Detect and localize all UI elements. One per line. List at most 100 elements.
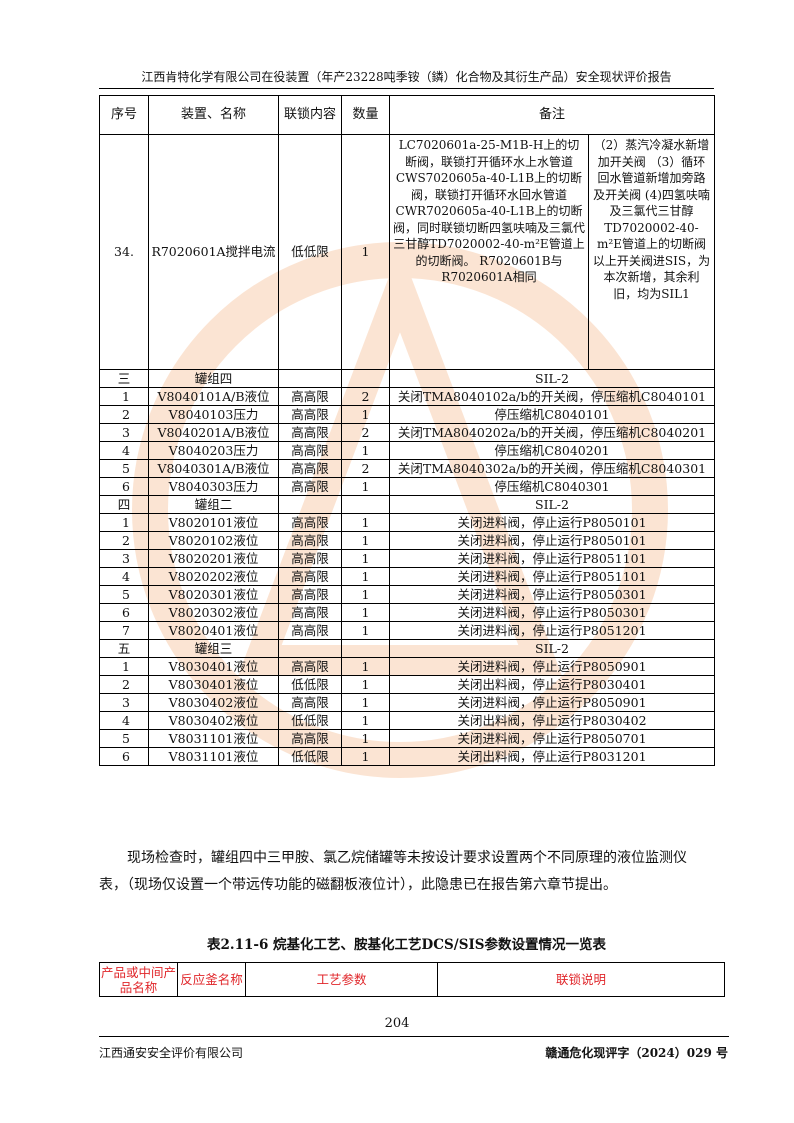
note-cell: 关闭进料阀，停止运行P8050901 (389, 657, 715, 676)
table-row: 1 V8030401液位 高高限 1 关闭进料阀，停止运行P8050901 (99, 657, 715, 676)
seq-cell: 3 (99, 693, 149, 712)
table-row: 5 V8020301液位 高高限 1 关闭进料阀，停止运行P8050301 (99, 585, 715, 604)
qty-cell: 2 (341, 459, 390, 478)
table-row: 7 V8020401液位 高高限 1 关闭进料阀，停止运行P8051201 (99, 621, 715, 640)
table-row: 4 V8030402液位 低低限 1 关闭出料阀，停止运行P8030402 (99, 711, 715, 730)
params-table: 产品或中间产品名称 反应釜名称 工艺参数 联锁说明 (99, 962, 725, 997)
col-header: 备注 (389, 95, 715, 135)
device-cell: V8020401液位 (148, 621, 279, 640)
note-cell: 停压缩机C8040301 (389, 477, 715, 496)
qty-cell: 1 (341, 405, 390, 424)
device-cell: R7020601A搅拌电流 (148, 134, 279, 370)
table-row: 4 V8020202液位 高高限 1 关闭进料阀，停止运行P8051101 (99, 567, 715, 586)
group-row: 四 罐组二 SIL-2 (99, 495, 715, 514)
col-header: 反应釜名称 (177, 962, 246, 997)
seq-cell: 6 (99, 747, 149, 766)
seq-cell: 34. (99, 134, 149, 370)
col-header: 产品或中间产品名称 (99, 962, 178, 997)
content-cell: 高高限 (278, 729, 342, 748)
table-row: 5 V8040301A/B液位 高高限 2 关闭TMA8040302a/b的开关… (99, 459, 715, 478)
seq-cell: 1 (99, 387, 149, 406)
interlock-table: 序号 装置、名称 联锁内容 数量 备注 34. R7020601A搅拌电流 低低限 1 … (99, 95, 715, 766)
note-cell: 关闭TMA8040102a/b的开关阀，停压缩机C8040101 (389, 387, 715, 406)
content-cell: 高高限 (278, 603, 342, 622)
page-header: 江西肯特化学有限公司在役装置（年产23228吨季铵（鏻）化合物及其衍生产品）安全… (141, 70, 672, 84)
note-cell: 关闭进料阀，停止运行P8050101 (389, 531, 715, 550)
note-cell: 关闭进料阀，停止运行P8051101 (389, 567, 715, 586)
table-row: 2 V8030401液位 低低限 1 关闭出料阀，停止运行P8030401 (99, 675, 715, 694)
note-cell: 关闭出料阀，停止运行P8031201 (389, 747, 715, 766)
note-cell: 关闭进料阀，停止运行P8050101 (389, 513, 715, 532)
note-cell: 关闭出料阀，停止运行P8030401 (389, 675, 715, 694)
device-cell: V8030402液位 (148, 711, 279, 730)
note-cell: 停压缩机C8040101 (389, 405, 715, 424)
note-cell: 关闭进料阀，停止运行P8051201 (389, 621, 715, 640)
content-cell: 低低限 (278, 675, 342, 694)
seq-cell: 4 (99, 441, 149, 460)
device-cell: V8040203压力 (148, 441, 279, 460)
table-row: 3 V8040201A/B液位 高高限 2 关闭TMA8040202a/b的开关… (99, 423, 715, 442)
device-cell: V8040103压力 (148, 405, 279, 424)
col-header: 装置、名称 (148, 95, 279, 135)
content-cell: 高高限 (278, 423, 342, 442)
col-header: 数量 (341, 95, 390, 135)
group-name: 罐组四 (148, 369, 279, 388)
qty-cell: 1 (341, 531, 390, 550)
qty-cell: 1 (341, 747, 390, 766)
seq-cell: 1 (99, 513, 149, 532)
group-seq: 四 (99, 495, 149, 514)
device-cell: V8020202液位 (148, 567, 279, 586)
seq-cell: 3 (99, 549, 149, 568)
note-cell: 关闭TMA8040202a/b的开关阀，停压缩机C8040201 (389, 423, 715, 442)
content-cell: 高高限 (278, 693, 342, 712)
seq-cell: 2 (99, 675, 149, 694)
content-cell: 低低限 (278, 711, 342, 730)
device-cell: V8030402液位 (148, 693, 279, 712)
qty-cell: 1 (341, 657, 390, 676)
qty-cell: 1 (341, 477, 390, 496)
device-cell: V8020102液位 (148, 531, 279, 550)
device-cell: V8040301A/B液位 (148, 459, 279, 478)
content-cell: 高高限 (278, 477, 342, 496)
qty-cell: 1 (341, 621, 390, 640)
content-cell: 高高限 (278, 387, 342, 406)
group-seq: 五 (99, 639, 149, 658)
seq-cell: 5 (99, 729, 149, 748)
qty-cell: 1 (341, 675, 390, 694)
table-caption: 表2.11-6 烷基化工艺、胺基化工艺DCS/SIS参数设置情况一览表 (206, 937, 607, 953)
content-cell: 高高限 (278, 459, 342, 478)
qty-cell: 1 (341, 134, 390, 370)
group-seq: 三 (99, 369, 149, 388)
content-cell: 高高限 (278, 405, 342, 424)
qty-cell: 1 (341, 513, 390, 532)
qty-cell: 1 (341, 585, 390, 604)
qty-cell: 1 (341, 549, 390, 568)
content-cell: 高高限 (278, 657, 342, 676)
device-cell: V8020302液位 (148, 603, 279, 622)
note-cell: 关闭进料阀，停止运行P8050301 (389, 585, 715, 604)
table-row: 1 V8020101液位 高高限 1 关闭进料阀，停止运行P8050101 (99, 513, 715, 532)
seq-cell: 6 (99, 603, 149, 622)
qty-cell: 1 (341, 441, 390, 460)
note-cell: LC7020601a-25-M1B-H上的切断阀，联锁打开循环水上水管道CWS7… (390, 135, 589, 369)
note-cell: 关闭TMA8040302a/b的开关阀，停压缩机C8040301 (389, 459, 715, 478)
group-row: 五 罐组三 SIL-2 (99, 639, 715, 658)
note-cell: 关闭进料阀，停止运行P8051101 (389, 549, 715, 568)
device-cell: V8040303压力 (148, 477, 279, 496)
device-cell: V8020101液位 (148, 513, 279, 532)
seq-cell: 2 (99, 405, 149, 424)
device-cell: V8020301液位 (148, 585, 279, 604)
seq-cell: 5 (99, 459, 149, 478)
device-cell: V8031101液位 (148, 747, 279, 766)
table-row: 34. R7020601A搅拌电流 低低限 1 LC7020601a-25-M1… (99, 134, 715, 370)
note-cell: 关闭进料阀，停止运行P8050301 (389, 603, 715, 622)
seq-cell: 7 (99, 621, 149, 640)
group-row: 三 罐组四 SIL-2 (99, 369, 715, 388)
content-cell: 低低限 (278, 134, 342, 370)
table-row: 2 V8040103压力 高高限 1 停压缩机C8040101 (99, 405, 715, 424)
group-sil: SIL-2 (389, 495, 715, 514)
col-header: 序号 (99, 95, 149, 135)
body-paragraph: 现场检查时，罐组四中三甲胺、氯乙烷储罐等未按设计要求设置两个不同原理的液位监测仪… (99, 850, 687, 893)
table-row: 4 V8040203压力 高高限 1 停压缩机C8040201 (99, 441, 715, 460)
